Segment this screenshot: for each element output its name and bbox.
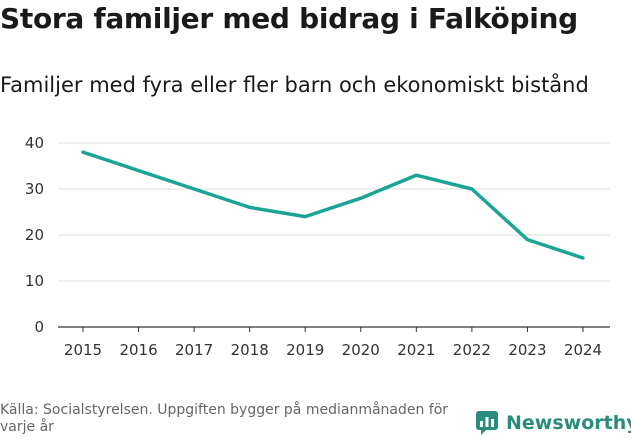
x-tick-label: 2018 <box>231 341 269 359</box>
chart-title: Stora familjer med bidrag i Falköping <box>0 2 578 35</box>
x-tick-label: 2020 <box>342 341 380 359</box>
data-point-2016[interactable] <box>134 166 144 176</box>
x-tick-label: 2021 <box>397 341 435 359</box>
data-point-2019[interactable] <box>300 212 310 222</box>
data-point-2015[interactable] <box>78 147 88 157</box>
x-tick-label: 2024 <box>564 341 602 359</box>
data-point-2017[interactable] <box>189 184 199 194</box>
y-tick-label: 40 <box>25 134 44 152</box>
brand-name: Newsworthy <box>506 412 631 434</box>
chart-subtitle: Familjer med fyra eller fler barn och ek… <box>0 73 589 97</box>
data-point-2020[interactable] <box>356 193 366 203</box>
y-tick-label: 20 <box>25 226 44 244</box>
x-axis-ticks: 2015 2016 2017 2018 2019 2020 2021 2022 2023 2024 <box>64 327 602 359</box>
brand-logo[interactable]: Newsworthy <box>476 409 631 437</box>
x-tick-label: 2016 <box>119 341 157 359</box>
series-line <box>81 150 585 260</box>
x-tick-label: 2023 <box>508 341 546 359</box>
data-point-2024[interactable] <box>578 253 588 263</box>
grid-lines <box>58 142 610 328</box>
data-point-2021[interactable] <box>411 170 421 180</box>
y-axis-ticks: 0 10 20 30 40 <box>25 134 44 336</box>
x-tick-label: 2019 <box>286 341 324 359</box>
y-tick-label: 30 <box>25 180 44 198</box>
y-tick-label: 10 <box>25 272 44 290</box>
series-layer <box>78 147 588 263</box>
x-tick-label: 2017 <box>175 341 213 359</box>
x-tick-label: 2022 <box>453 341 491 359</box>
data-point-2018[interactable] <box>245 202 255 212</box>
source-note: Källa: Socialstyrelsen. Uppgiften bygger… <box>0 402 449 435</box>
data-point-2022[interactable] <box>467 184 477 194</box>
x-tick-label: 2015 <box>64 341 102 359</box>
y-tick-label: 0 <box>34 318 44 336</box>
data-point-2023[interactable] <box>522 235 532 245</box>
newsworthy-logo-icon <box>476 411 498 435</box>
